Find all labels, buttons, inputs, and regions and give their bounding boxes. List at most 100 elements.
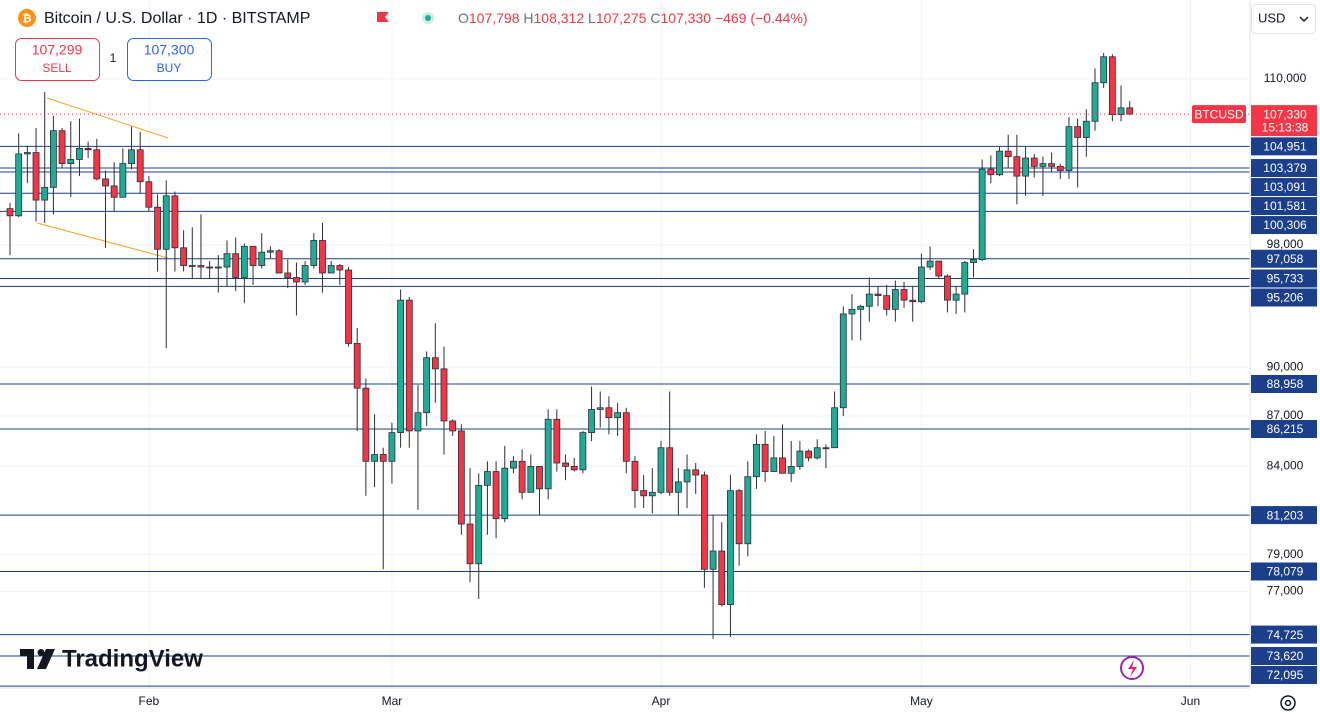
candle-body <box>501 467 509 520</box>
level-tag <box>1251 269 1317 288</box>
candle-body <box>67 159 75 164</box>
candle-body <box>510 460 517 469</box>
x-tick-label: Mar <box>382 694 403 708</box>
candle-body <box>275 250 283 274</box>
candle-body <box>301 265 309 283</box>
ohlc-key: C <box>650 10 660 26</box>
candle-body <box>214 266 222 269</box>
candle-body <box>414 412 422 432</box>
time-axis <box>0 688 1250 717</box>
candle-body <box>93 149 101 180</box>
level-label: 88,958 <box>1267 377 1304 391</box>
candle-body <box>379 454 387 462</box>
symbol-tag <box>1192 105 1246 124</box>
currency-button[interactable] <box>1251 4 1316 34</box>
candle-body <box>32 152 40 201</box>
x-tick-label: May <box>910 694 933 708</box>
candle-body <box>570 466 578 471</box>
candle-body <box>240 245 248 278</box>
candle-body <box>284 272 292 278</box>
candle-body <box>449 420 457 432</box>
candle-body <box>440 368 448 422</box>
settings-icon[interactable] <box>1280 695 1296 711</box>
flag-icon[interactable] <box>377 12 389 22</box>
candle-body <box>701 474 708 570</box>
candle-body <box>952 293 960 301</box>
buy-button[interactable] <box>127 38 212 81</box>
dropdown-arrow <box>1299 16 1309 23</box>
candle-body <box>1039 163 1047 167</box>
candle-body <box>136 149 144 183</box>
ohlc-value: 107,798 <box>469 10 520 26</box>
candle-body <box>787 466 795 474</box>
candle-body <box>266 250 274 253</box>
logo-mark <box>37 649 45 656</box>
candle-body <box>857 305 865 310</box>
candle-body <box>640 490 648 497</box>
candle-body <box>1022 157 1029 177</box>
candle-body <box>119 163 127 198</box>
candle-body <box>839 313 847 409</box>
quantity: 1 <box>110 51 117 65</box>
ohlc-key: O <box>458 10 469 26</box>
logo[interactable]: TradingView <box>20 645 203 672</box>
candle-body <box>970 259 977 263</box>
candle-body <box>76 148 83 160</box>
candle-body <box>1030 157 1038 167</box>
grid <box>0 0 1250 688</box>
candle-body <box>188 265 196 267</box>
trendline <box>36 222 169 259</box>
candle-body <box>527 466 535 493</box>
candle-body <box>631 460 639 491</box>
candle-body <box>883 295 891 310</box>
sell-label: SELL <box>42 61 72 75</box>
candle-body <box>397 299 405 434</box>
candle-body <box>457 430 465 525</box>
candle-body <box>258 251 266 266</box>
level-tag <box>1251 666 1317 684</box>
candle-body <box>171 195 179 249</box>
candle-body <box>362 387 370 462</box>
candle-body <box>353 343 361 389</box>
candle-body <box>145 181 153 208</box>
level-label: 103,379 <box>1263 161 1307 175</box>
candle-body <box>709 550 717 570</box>
candle-body <box>544 418 552 490</box>
candle-body <box>605 407 613 419</box>
candle-body <box>466 523 474 565</box>
candle-body <box>1065 126 1073 171</box>
candle-body <box>1117 107 1125 115</box>
candle-body <box>1082 120 1090 138</box>
candle-body <box>805 450 812 459</box>
candle-body <box>761 443 769 472</box>
level-label: 104,951 <box>1263 140 1307 154</box>
sell-button[interactable] <box>15 38 100 81</box>
candle-body <box>718 550 726 606</box>
candle-body <box>483 471 491 486</box>
candle-body <box>223 253 231 268</box>
level-label: 100,306 <box>1263 218 1307 232</box>
candle-body <box>831 407 838 449</box>
candle-body <box>648 491 656 497</box>
candle-body <box>865 293 873 307</box>
candle-body <box>1126 107 1134 115</box>
candle-body <box>371 454 378 462</box>
candle-body <box>727 490 734 606</box>
candle-body <box>735 490 743 545</box>
assistant-icon[interactable] <box>1120 656 1144 680</box>
candle-body <box>345 269 352 344</box>
candle-body <box>1004 150 1012 158</box>
symbol-title[interactable]: Bitcoin / U.S. Dollar · 1D · BITSTAMP <box>44 10 310 27</box>
candle-body <box>553 418 561 464</box>
candle-body <box>770 457 778 472</box>
candle-body <box>874 293 882 297</box>
candle-body <box>1108 56 1116 115</box>
level-tag <box>1251 420 1317 439</box>
x-tick-label: Jun <box>1181 694 1200 708</box>
candle-body <box>692 469 700 476</box>
candle-body <box>996 150 1003 176</box>
level-label: 103,091 <box>1263 180 1307 194</box>
candle-body <box>813 447 821 459</box>
